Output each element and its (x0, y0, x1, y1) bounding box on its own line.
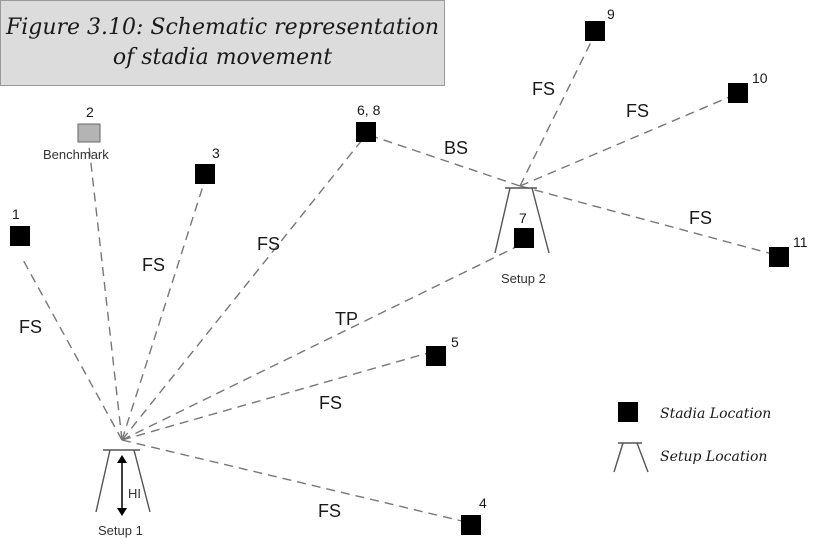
caption-line-1: Figure 3.10: Schematic representation (5, 15, 440, 40)
sight-label-fs-3: FS (142, 255, 165, 275)
hi-label: HI (128, 486, 141, 501)
benchmark-marker (77, 123, 101, 143)
sight-label-fs-4: FS (318, 501, 341, 521)
stadia-marker-6-8 (356, 122, 376, 142)
sight-label-bs: BS (444, 138, 468, 158)
sight-label-fs-1: FS (19, 317, 42, 337)
stadia-marker-5 (426, 346, 446, 366)
stadia-label-10: 10 (752, 70, 768, 86)
sight-line-setup1-to-5 (121, 352, 429, 441)
stadia-label-3: 3 (212, 145, 220, 161)
sight-line-setup2-to-6-8 (371, 135, 521, 187)
stadia-label-5: 5 (451, 334, 459, 350)
sight-line-setup1-to-4 (121, 439, 467, 523)
hi-arrow (117, 455, 127, 516)
sight-line-setup2-to-9 (519, 37, 594, 187)
stadia-label-7: 7 (519, 210, 527, 226)
sight-line-setup1-to-3 (121, 185, 204, 441)
setup2-tripod-icon (494, 187, 550, 254)
stadia-marker-9 (585, 21, 605, 41)
legend-setup-label: Setup Location (660, 449, 767, 465)
sight-line-setup2-to-10 (519, 94, 735, 187)
stadia-label-4: 4 (479, 495, 487, 511)
stadia-marker-10 (728, 83, 748, 103)
sight-line-setup1-to-benchmark (88, 145, 123, 441)
sight-label-tp: TP (335, 309, 358, 329)
sight-line-setup1-to-setup2 (121, 246, 517, 441)
caption-line-2: of stadia movement (112, 45, 333, 70)
stadia-label-11: 11 (793, 234, 808, 250)
legend-stadia-label: Stadia Location (660, 406, 771, 422)
stadia-marker-7 (514, 228, 534, 248)
setup1-label: Setup 1 (98, 523, 143, 538)
stadia-label-6-8: 6, 8 (357, 102, 381, 118)
stadia-label-9: 9 (607, 6, 615, 22)
figure-caption: Figure 3.10: Schematic representation of… (0, 0, 445, 86)
setup1-tripod-icon (95, 449, 151, 513)
sight-line-setup2-to-11 (519, 185, 777, 256)
benchmark-label: Benchmark (43, 147, 109, 162)
stadia-label-1: 1 (12, 206, 20, 222)
stadia-marker-4 (461, 515, 481, 535)
sight-line-setup1-to-1 (21, 257, 123, 441)
sight-label-fs-9: FS (532, 79, 555, 99)
sight-line-setup1-to-6-8 (121, 139, 363, 441)
sight-label-fs-6-8: FS (257, 234, 280, 254)
stadia-marker-3 (195, 164, 215, 184)
stadia-label-2: 2 (86, 104, 94, 120)
setup2-label: Setup 2 (501, 271, 546, 286)
sight-label-fs-5: FS (319, 393, 342, 413)
legend-stadia-icon (618, 402, 638, 422)
legend-setup-icon (613, 442, 649, 473)
sight-label-fs-11: FS (689, 208, 712, 228)
sight-label-fs-10: FS (626, 101, 649, 121)
stadia-marker-11 (769, 247, 789, 267)
stadia-marker-1 (10, 226, 30, 246)
